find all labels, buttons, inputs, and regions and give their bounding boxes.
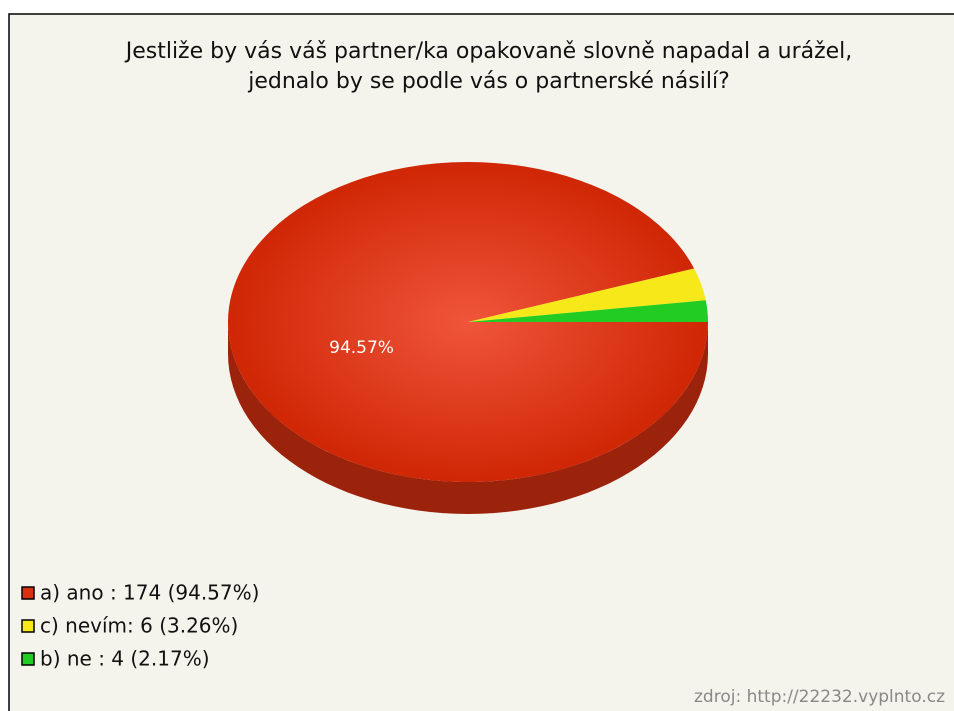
- chart-title: jednalo by se podle vás o partnerské nás…: [247, 69, 730, 94]
- data-label: 94.57%: [329, 338, 394, 358]
- legend-swatch: [21, 619, 35, 633]
- chart-title: Jestliže by vás váš partner/ka opakovaně…: [124, 39, 853, 64]
- legend-swatch: [21, 652, 35, 666]
- legend: a) ano : 174 (94.57%) c) nevím: 6 (3.26%)…: [21, 581, 259, 671]
- pie: 94.57%: [227, 161, 708, 514]
- source: zdroj: http://22232.vyplnto.cz: [694, 687, 945, 707]
- legend-label: b) ne : 4 (2.17%): [40, 647, 210, 671]
- slice: [468, 268, 706, 322]
- legend-label: c) nevím: 6 (3.26%): [40, 614, 238, 638]
- slice: [468, 300, 708, 322]
- slice: [227, 161, 708, 482]
- legend-label: a) ano : 174 (94.57%): [40, 581, 259, 605]
- legend-swatch: [21, 586, 35, 600]
- slice-side: [228, 322, 708, 514]
